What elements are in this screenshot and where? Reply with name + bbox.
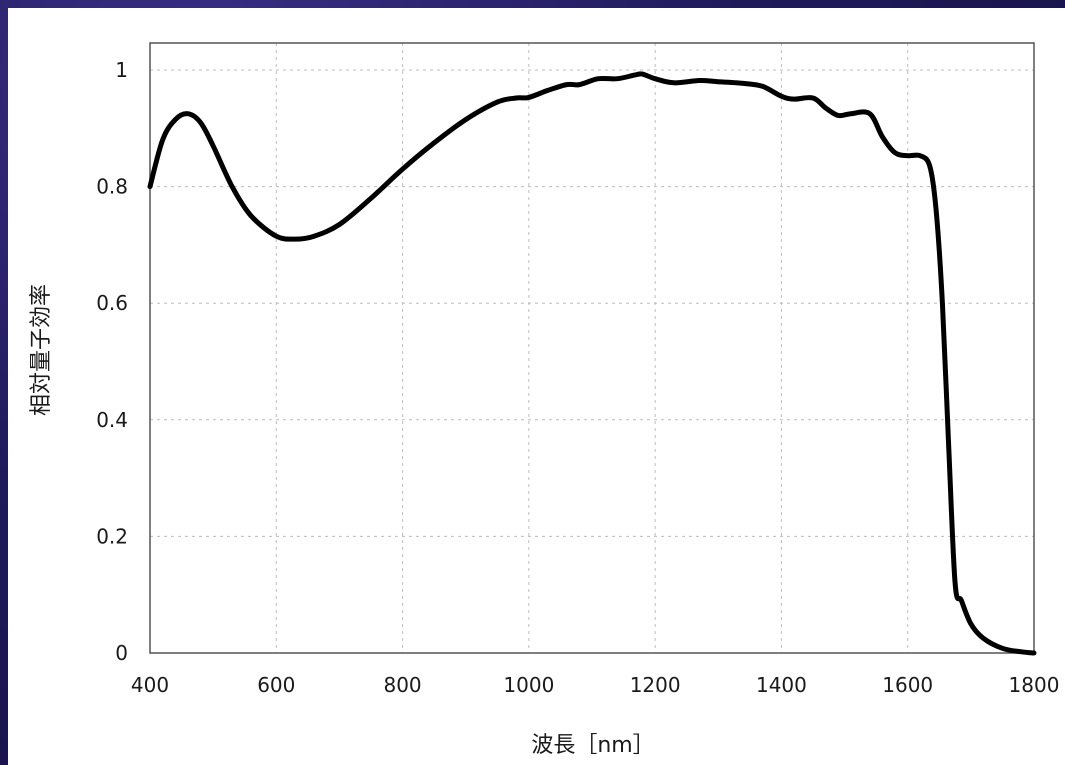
x-tick-label: 400 xyxy=(131,673,169,697)
x-tick-label: 1400 xyxy=(756,673,807,697)
y-tick-label: 0.2 xyxy=(96,524,128,548)
y-tick-label: 0.8 xyxy=(96,175,128,199)
y-tick-label: 0.4 xyxy=(96,408,128,432)
series-line-relative-qe xyxy=(147,71,1037,656)
y-axis-label: 相対量子効率 xyxy=(29,284,54,416)
x-tick-label: 1200 xyxy=(630,673,681,697)
x-tick-label: 600 xyxy=(257,673,295,697)
chart-panel xyxy=(8,8,1065,765)
plot-frame xyxy=(149,42,1035,654)
x-tick-label: 1600 xyxy=(882,673,933,697)
grid-layer xyxy=(150,43,1034,653)
tick-labels: 400 600 800 1000 1200 1400 1600 1800 0 0.2 0.4 0.6 0… xyxy=(96,58,1059,697)
x-axis-label: 波長［nm］ xyxy=(531,733,654,758)
y-tick-label: 1 xyxy=(115,58,128,82)
x-tick-label: 1000 xyxy=(503,673,554,697)
x-tick-label: 800 xyxy=(383,673,421,697)
y-tick-label: 0.6 xyxy=(96,291,128,315)
x-tick-label: 1800 xyxy=(1009,673,1060,697)
y-tick-label: 0 xyxy=(115,641,128,665)
